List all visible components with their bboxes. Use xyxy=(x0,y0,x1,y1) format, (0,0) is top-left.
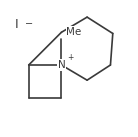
Text: Me: Me xyxy=(66,27,81,37)
Text: I: I xyxy=(15,18,18,31)
Text: +: + xyxy=(67,53,73,62)
Text: −: − xyxy=(25,18,33,28)
Text: N: N xyxy=(58,60,65,70)
